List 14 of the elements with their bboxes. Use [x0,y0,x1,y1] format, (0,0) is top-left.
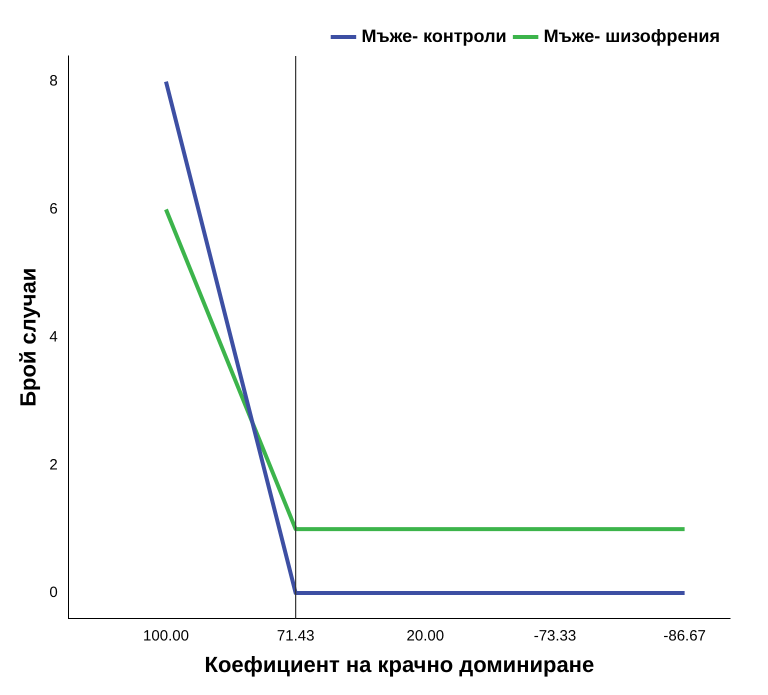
legend-label: Мъже- контроли [361,26,507,46]
y-tick-label: 4 [49,328,58,346]
x-tick-label: -86.67 [663,628,706,645]
y-tick-label: 8 [49,72,58,90]
y-axis-title: Брой случаи [15,268,40,407]
x-tick-label: 71.43 [276,628,314,645]
x-tick-label: 20.00 [406,628,444,645]
x-tick-label: -73.33 [534,628,576,645]
y-tick-label: 2 [49,456,58,474]
legend-label: Мъже- шизофрения [544,26,720,46]
x-axis-title: Коефициент на крачно доминиране [204,652,594,677]
y-tick-label: 6 [49,200,58,218]
x-tick-label: 100.00 [143,628,189,645]
y-tick-label: 0 [49,584,58,602]
